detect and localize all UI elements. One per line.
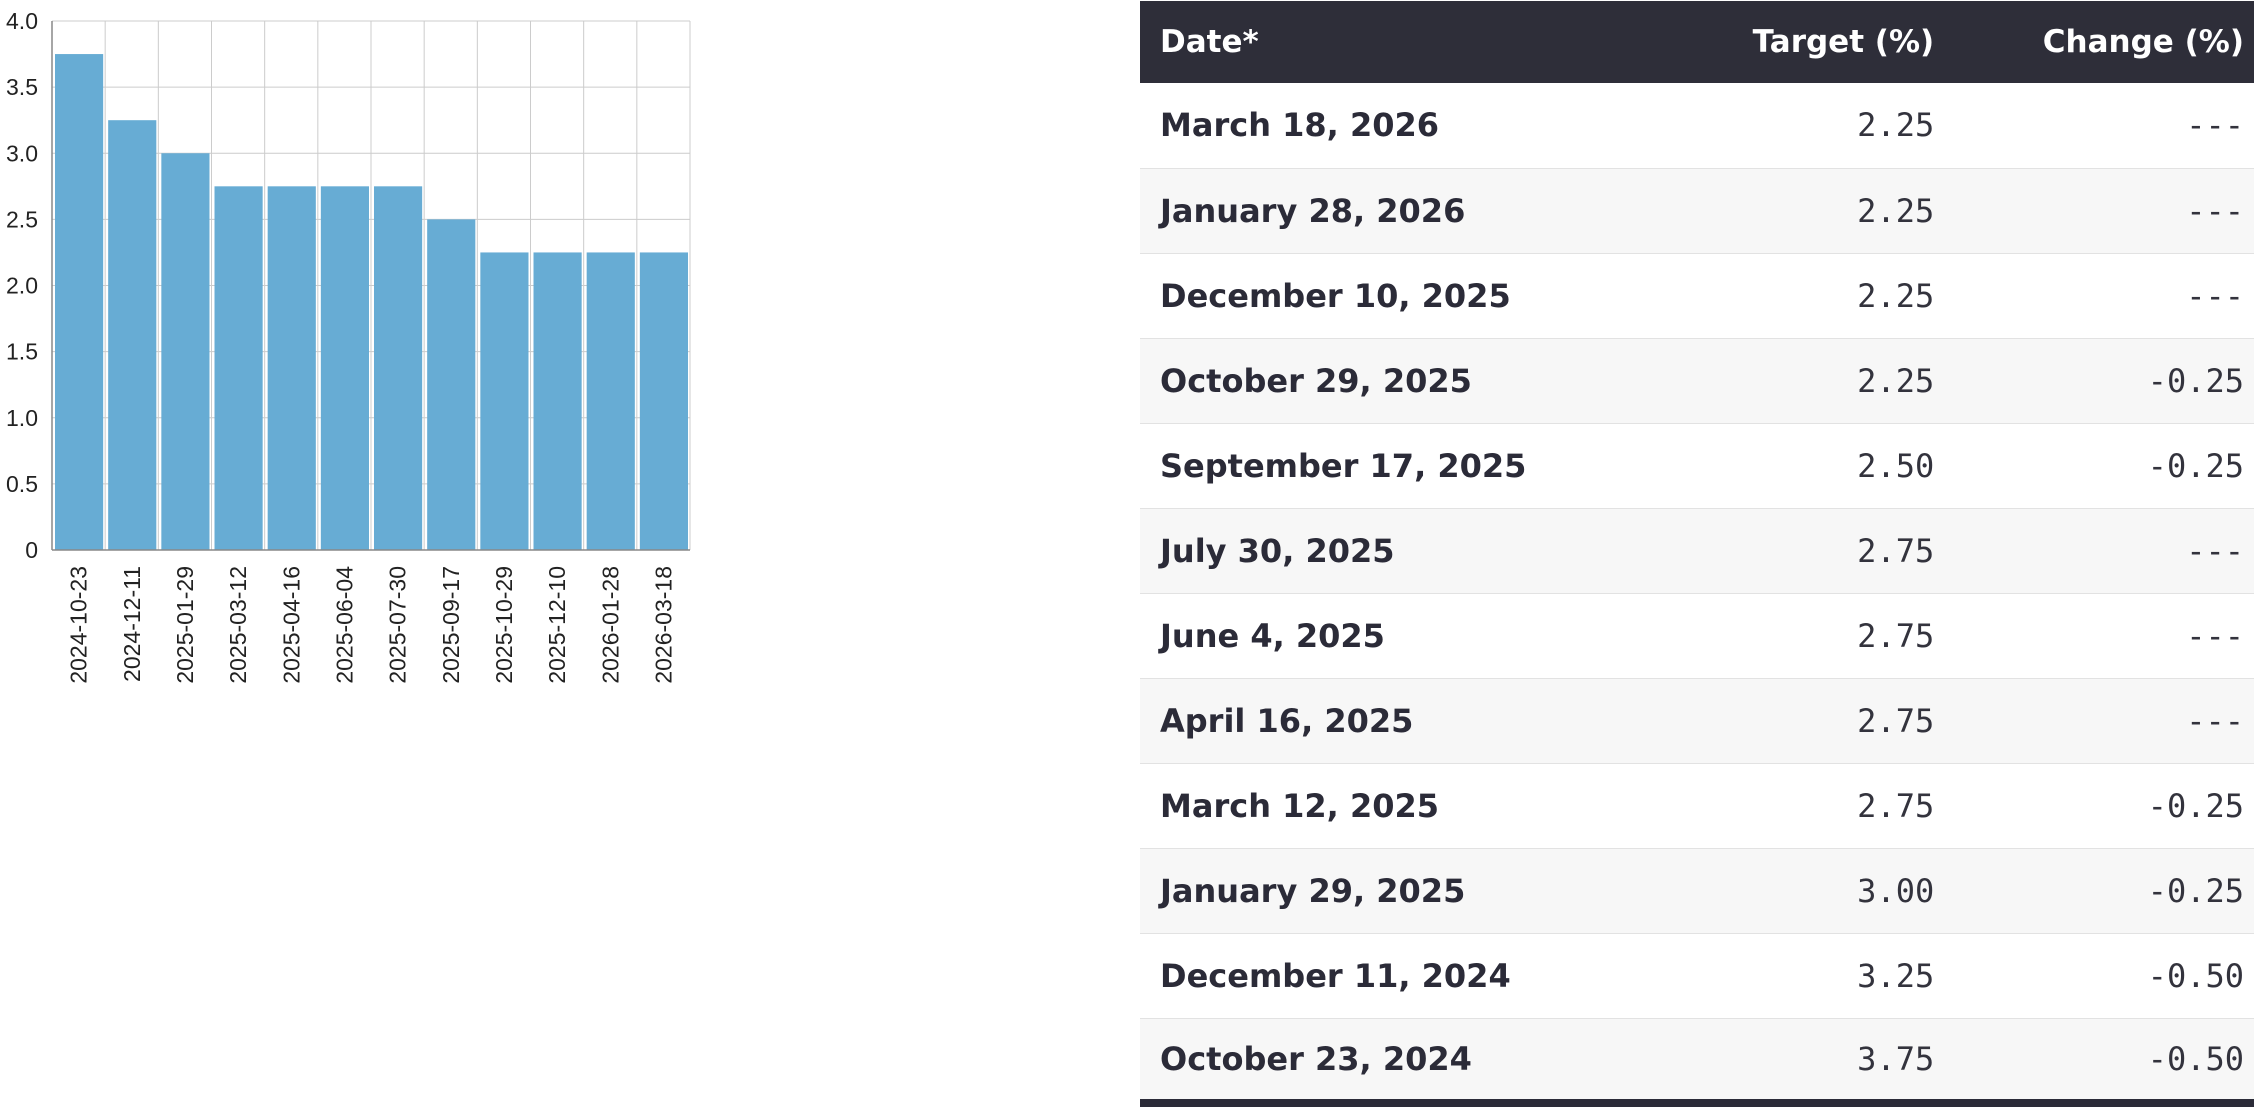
y-tick-label: 3.0 bbox=[6, 140, 38, 166]
bar bbox=[374, 186, 423, 550]
cell-target: 2.50 bbox=[1857, 446, 1935, 485]
cell-date: March 18, 2026 bbox=[1160, 106, 1439, 145]
cell-change: --- bbox=[2186, 531, 2244, 570]
cell-change: -0.25 bbox=[2147, 871, 2244, 910]
table-row: June 4, 2025 2.75 --- bbox=[1140, 593, 2254, 678]
cell-date: October 29, 2025 bbox=[1160, 361, 1472, 400]
header-date: Date* bbox=[1160, 24, 1259, 60]
cell-target: 2.75 bbox=[1857, 531, 1935, 570]
grid-layer bbox=[51, 20, 691, 550]
table-row: January 29, 2025 3.00 -0.25 bbox=[1140, 848, 2254, 933]
y-tick-label: 3.5 bbox=[6, 74, 38, 100]
x-tick-label: 2026-03-18 bbox=[650, 566, 676, 684]
cell-change: --- bbox=[2186, 106, 2244, 145]
cell-target: 2.75 bbox=[1857, 616, 1935, 655]
bar bbox=[586, 252, 635, 550]
axis-layer bbox=[51, 21, 690, 551]
y-tick-labels: 0 0.5 1.0 1.5 2.0 2.5 3.0 3.5 4.0 bbox=[6, 8, 38, 563]
cell-target: 2.25 bbox=[1857, 361, 1935, 400]
x-tick-label: 2025-06-04 bbox=[331, 566, 357, 684]
cell-date: March 12, 2025 bbox=[1160, 786, 1439, 825]
table-row: March 12, 2025 2.75 -0.25 bbox=[1140, 763, 2254, 848]
x-tick-label: 2025-01-29 bbox=[172, 566, 198, 684]
cell-change: -0.25 bbox=[2147, 446, 2244, 485]
x-tick-label: 2025-12-10 bbox=[544, 566, 570, 684]
cell-target: 2.75 bbox=[1857, 701, 1935, 740]
table-row: October 29, 2025 2.25 -0.25 bbox=[1140, 338, 2254, 423]
bar bbox=[533, 252, 582, 550]
cell-date: December 10, 2025 bbox=[1160, 276, 1511, 315]
table-header-row: Date* Target (%) Change (%) bbox=[1140, 1, 2254, 83]
rate-table: Date* Target (%) Change (%) March 18, 20… bbox=[1140, 1, 2254, 1107]
y-tick-label: 0.5 bbox=[6, 471, 38, 497]
y-tick-label: 2.5 bbox=[6, 206, 38, 232]
x-tick-label: 2025-09-17 bbox=[438, 566, 464, 684]
x-tick-label: 2025-03-12 bbox=[225, 566, 251, 684]
x-tick-labels: 2024-10-23 2024-12-11 2025-01-29 2025-03-12… bbox=[66, 566, 677, 684]
table-row: October 23, 2024 3.75 -0.50 bbox=[1140, 1018, 2254, 1103]
cell-change: --- bbox=[2186, 701, 2244, 740]
header-target: Target (%) bbox=[1752, 24, 1935, 60]
table-row: July 30, 2025 2.75 --- bbox=[1140, 508, 2254, 593]
cell-date: January 29, 2025 bbox=[1160, 871, 1466, 910]
cell-date: December 11, 2024 bbox=[1160, 956, 1511, 995]
cell-date: July 30, 2025 bbox=[1160, 531, 1395, 570]
y-tick-label: 4.0 bbox=[6, 8, 38, 34]
x-tick-label: 2025-07-30 bbox=[385, 566, 411, 684]
cell-change: -0.50 bbox=[2147, 1039, 2244, 1078]
cell-target: 3.25 bbox=[1857, 956, 1935, 995]
bar bbox=[267, 186, 316, 550]
y-tick-label: 2.0 bbox=[6, 273, 38, 299]
cell-change: -0.50 bbox=[2147, 956, 2244, 995]
table-row: December 10, 2025 2.25 --- bbox=[1140, 253, 2254, 338]
cell-date: June 4, 2025 bbox=[1160, 616, 1385, 655]
table-row: December 11, 2024 3.25 -0.50 bbox=[1140, 933, 2254, 1018]
cell-change: -0.25 bbox=[2147, 786, 2244, 825]
x-tick-label: 2024-10-23 bbox=[66, 566, 92, 684]
bar bbox=[480, 252, 529, 550]
y-tick-label: 1.5 bbox=[6, 339, 38, 365]
bar bbox=[427, 219, 476, 550]
cell-target: 3.00 bbox=[1857, 871, 1935, 910]
bar-layer bbox=[55, 54, 688, 550]
chart-svg: 00.51.01.52.02.53.03.54.0 2024-10-23 2024… bbox=[6, 8, 691, 684]
bar bbox=[161, 153, 210, 550]
table-row: January 28, 2026 2.25 --- bbox=[1140, 168, 2254, 253]
table-body: March 18, 2026 2.25 --- January 28, 2026 2.2… bbox=[1140, 83, 2254, 1103]
bar bbox=[639, 252, 688, 550]
cell-change: --- bbox=[2186, 276, 2244, 315]
header-change: Change (%) bbox=[2042, 24, 2244, 60]
cell-date: October 23, 2024 bbox=[1160, 1039, 1472, 1078]
cell-date: April 16, 2025 bbox=[1160, 701, 1414, 740]
x-tick-label: 2025-10-29 bbox=[491, 566, 517, 684]
cell-target: 2.75 bbox=[1857, 786, 1935, 825]
x-tick-label: 2026-01-28 bbox=[597, 566, 623, 684]
cell-target: 2.25 bbox=[1857, 191, 1935, 230]
cell-change: -0.25 bbox=[2147, 361, 2244, 400]
cell-change: --- bbox=[2186, 191, 2244, 230]
cell-target: 2.25 bbox=[1857, 106, 1935, 145]
cell-target: 3.75 bbox=[1857, 1039, 1935, 1078]
table-row: April 16, 2025 2.75 --- bbox=[1140, 678, 2254, 763]
y-tick-label: 1.0 bbox=[6, 405, 38, 431]
bar-chart: 0 0.5 1.0 1.5 2.0 2.5 3.0 3.5 4.0 2024-10-23 2024… bbox=[0, 0, 1000, 1114]
x-tick-label: 2024-12-11 bbox=[119, 566, 145, 682]
bar bbox=[108, 120, 157, 550]
table-row: March 18, 2026 2.25 --- bbox=[1140, 83, 2254, 168]
x-tick-label: 2025-04-16 bbox=[278, 566, 304, 684]
cell-target: 2.25 bbox=[1857, 276, 1935, 315]
cell-date: September 17, 2025 bbox=[1160, 446, 1527, 485]
table-row: September 17, 2025 2.50 -0.25 bbox=[1140, 423, 2254, 508]
bar bbox=[320, 186, 369, 550]
rate-table-container: Date* Target (%) Change (%) March 18, 20… bbox=[1140, 1, 2254, 1107]
cell-change: --- bbox=[2186, 616, 2244, 655]
y-tick-label: 0 bbox=[25, 537, 38, 563]
cell-date: January 28, 2026 bbox=[1160, 191, 1466, 230]
bar bbox=[214, 186, 263, 550]
bar bbox=[55, 54, 104, 550]
